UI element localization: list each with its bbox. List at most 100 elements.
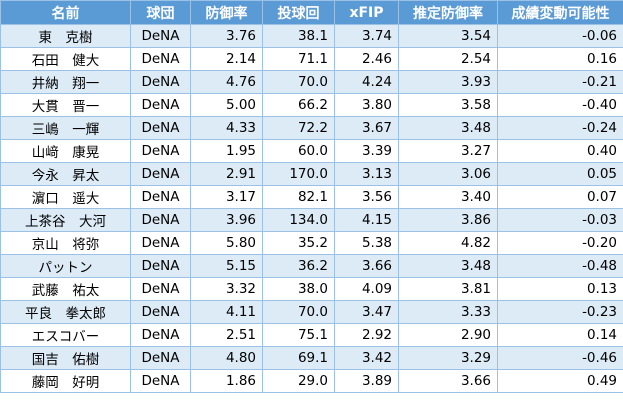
cell-innings-pitched: 35.2 (262, 231, 335, 255)
cell-team: DeNA (130, 277, 191, 301)
header-name: 名前 (0, 0, 131, 25)
cell-team: DeNA (130, 185, 191, 209)
cell-estimated-era: 3.93 (398, 70, 498, 94)
cell-variance: -0.21 (497, 70, 623, 94)
table-row: 上茶谷 大河 DeNA 3.96 134.0 4.15 3.86 -0.03 (0, 208, 623, 232)
table-row: 東 克樹 DeNA 3.76 38.1 3.74 3.54 -0.06 (0, 24, 623, 48)
header-era: 防御率 (190, 0, 263, 25)
cell-variance: 0.07 (497, 185, 623, 209)
cell-xfip: 3.13 (334, 162, 399, 186)
cell-era: 4.33 (190, 116, 263, 140)
cell-estimated-era: 2.90 (398, 323, 498, 347)
cell-team: DeNA (130, 254, 191, 278)
cell-variance: 0.16 (497, 47, 623, 71)
table-row: 武藤 祐太 DeNA 3.32 38.0 4.09 3.81 0.13 (0, 277, 623, 301)
cell-innings-pitched: 70.0 (262, 70, 335, 94)
cell-variance: -0.23 (497, 300, 623, 324)
cell-era: 2.14 (190, 47, 263, 71)
cell-estimated-era: 3.33 (398, 300, 498, 324)
cell-name: 国吉 佑樹 (0, 346, 131, 370)
cell-team: DeNA (130, 116, 191, 140)
cell-xfip: 3.66 (334, 254, 399, 278)
cell-era: 3.32 (190, 277, 263, 301)
cell-innings-pitched: 71.1 (262, 47, 335, 71)
cell-estimated-era: 3.27 (398, 139, 498, 163)
cell-era: 2.51 (190, 323, 263, 347)
cell-innings-pitched: 70.0 (262, 300, 335, 324)
cell-name: 三嶋 一輝 (0, 116, 131, 140)
header-row: 名前 球団 防御率 投球回 xFIP 推定防御率 成績変動可能性 (0, 0, 623, 25)
cell-variance: 0.14 (497, 323, 623, 347)
table-body: 東 克樹 DeNA 3.76 38.1 3.74 3.54 -0.06 石田 健大 DeNA 2.… (0, 24, 623, 393)
cell-era: 4.11 (190, 300, 263, 324)
cell-variance: -0.06 (497, 24, 623, 48)
cell-name: 石田 健大 (0, 47, 131, 71)
cell-xfip: 3.67 (334, 116, 399, 140)
cell-innings-pitched: 38.1 (262, 24, 335, 48)
cell-variance: -0.48 (497, 254, 623, 278)
cell-xfip: 4.09 (334, 277, 399, 301)
cell-innings-pitched: 75.1 (262, 323, 335, 347)
table-row: 濵口 遥大 DeNA 3.17 82.1 3.56 3.40 0.07 (0, 185, 623, 209)
cell-name: 山﨑 康晃 (0, 139, 131, 163)
cell-variance: -0.20 (497, 231, 623, 255)
cell-innings-pitched: 82.1 (262, 185, 335, 209)
cell-name: 大貫 晋一 (0, 93, 131, 117)
cell-innings-pitched: 134.0 (262, 208, 335, 232)
cell-team: DeNA (130, 231, 191, 255)
cell-team: DeNA (130, 300, 191, 324)
cell-innings-pitched: 60.0 (262, 139, 335, 163)
cell-innings-pitched: 72.2 (262, 116, 335, 140)
cell-name: 平良 拳太郎 (0, 300, 131, 324)
table-row: 山﨑 康晃 DeNA 1.95 60.0 3.39 3.27 0.40 (0, 139, 623, 163)
cell-era: 3.17 (190, 185, 263, 209)
cell-xfip: 4.15 (334, 208, 399, 232)
cell-team: DeNA (130, 323, 191, 347)
cell-estimated-era: 3.40 (398, 185, 498, 209)
table-row: 三嶋 一輝 DeNA 4.33 72.2 3.67 3.48 -0.24 (0, 116, 623, 140)
cell-era: 4.76 (190, 70, 263, 94)
table-row: 井納 翔一 DeNA 4.76 70.0 4.24 3.93 -0.21 (0, 70, 623, 94)
cell-estimated-era: 3.06 (398, 162, 498, 186)
cell-innings-pitched: 170.0 (262, 162, 335, 186)
cell-era: 1.86 (190, 369, 263, 393)
cell-xfip: 3.80 (334, 93, 399, 117)
cell-xfip: 2.92 (334, 323, 399, 347)
cell-name: 濵口 遥大 (0, 185, 131, 209)
cell-innings-pitched: 38.0 (262, 277, 335, 301)
header-variance: 成績変動可能性 (497, 0, 623, 25)
cell-variance: 0.13 (497, 277, 623, 301)
header-xfip: xFIP (334, 0, 399, 25)
cell-xfip: 3.74 (334, 24, 399, 48)
cell-variance: -0.40 (497, 93, 623, 117)
cell-estimated-era: 4.82 (398, 231, 498, 255)
cell-name: パットン (0, 254, 131, 278)
cell-team: DeNA (130, 346, 191, 370)
cell-team: DeNA (130, 47, 191, 71)
cell-xfip: 3.42 (334, 346, 399, 370)
cell-estimated-era: 3.48 (398, 254, 498, 278)
cell-era: 2.91 (190, 162, 263, 186)
cell-variance: 0.05 (497, 162, 623, 186)
table-row: エスコバー DeNA 2.51 75.1 2.92 2.90 0.14 (0, 323, 623, 347)
cell-name: 藤岡 好明 (0, 369, 131, 393)
cell-team: DeNA (130, 162, 191, 186)
table-row: パットン DeNA 5.15 36.2 3.66 3.48 -0.48 (0, 254, 623, 278)
cell-estimated-era: 3.81 (398, 277, 498, 301)
table-header: 名前 球団 防御率 投球回 xFIP 推定防御率 成績変動可能性 (0, 0, 623, 25)
table-row: 藤岡 好明 DeNA 1.86 29.0 3.89 3.66 0.49 (0, 369, 623, 393)
cell-xfip: 3.47 (334, 300, 399, 324)
cell-estimated-era: 3.58 (398, 93, 498, 117)
cell-estimated-era: 2.54 (398, 47, 498, 71)
cell-name: 今永 昇太 (0, 162, 131, 186)
cell-name: 井納 翔一 (0, 70, 131, 94)
cell-variance: 0.49 (497, 369, 623, 393)
cell-xfip: 3.39 (334, 139, 399, 163)
cell-team: DeNA (130, 24, 191, 48)
cell-name: 上茶谷 大河 (0, 208, 131, 232)
cell-era: 1.95 (190, 139, 263, 163)
cell-xfip: 3.56 (334, 185, 399, 209)
cell-xfip: 3.89 (334, 369, 399, 393)
cell-team: DeNA (130, 139, 191, 163)
table-row: 石田 健大 DeNA 2.14 71.1 2.46 2.54 0.16 (0, 47, 623, 71)
